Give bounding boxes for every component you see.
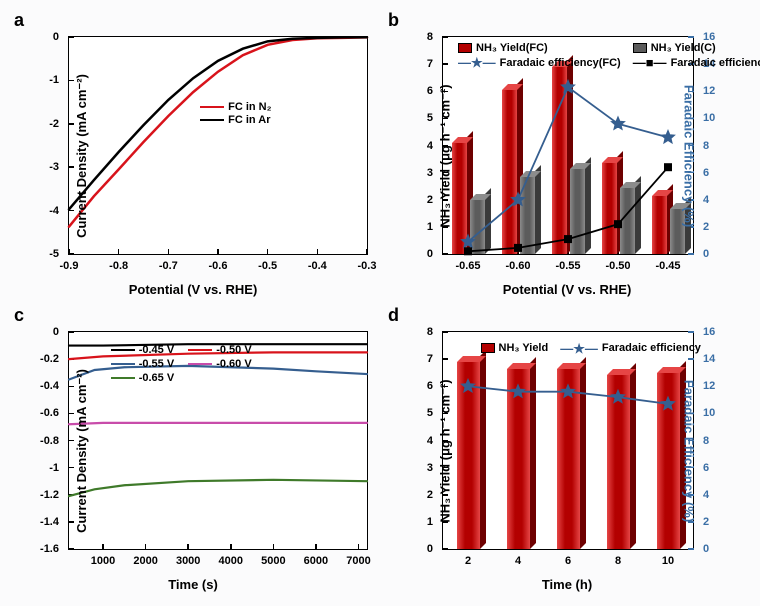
xlabel-d: Time (h) [382, 577, 752, 592]
panel-label-c: c [14, 305, 24, 326]
ylabel-b: NH₃ Yield (μg h⁻¹ cm⁻²) [438, 84, 454, 227]
ylabel-d: NH₃ Yield (μg h⁻¹ cm⁻²) [438, 379, 454, 522]
ylabel-c: Current Density (mA cm⁻²) [74, 369, 90, 533]
y2label-b: Faradaic Efficiency (%) [681, 84, 696, 226]
plot-c: 10002000300040005000600070000-0.2-0.4-0.… [68, 331, 368, 550]
panel-c: c 10002000300040005000600070000-0.2-0.4-… [8, 305, 378, 596]
panel-b: b 0123456780246810121416-0.65-0.60-0.55-… [382, 10, 752, 301]
panel-d: d 0123456780246810121416246810NH₃ Yield—… [382, 305, 752, 596]
xlabel-b: Potential (V vs. RHE) [382, 282, 752, 297]
ylabel-a: Current Density (mA cm⁻²) [74, 74, 90, 238]
xlabel-a: Potential (V vs. RHE) [8, 282, 378, 297]
panel-label-d: d [388, 305, 399, 326]
figure: a -0.9-0.8-0.7-0.6-0.5-0.4-0.3-5-4-3-2-1… [8, 10, 752, 596]
xlabel-c: Time (s) [8, 577, 378, 592]
panel-a: a -0.9-0.8-0.7-0.6-0.5-0.4-0.3-5-4-3-2-1… [8, 10, 378, 301]
plot-b: 0123456780246810121416-0.65-0.60-0.55-0.… [442, 36, 694, 255]
y2label-d: Faradaic Efficiency (%) [681, 379, 696, 521]
panel-label-a: a [14, 10, 24, 31]
panel-label-b: b [388, 10, 399, 31]
plot-a: -0.9-0.8-0.7-0.6-0.5-0.4-0.3-5-4-3-2-10F… [68, 36, 368, 255]
plot-d: 0123456780246810121416246810NH₃ Yield—★—… [442, 331, 694, 550]
